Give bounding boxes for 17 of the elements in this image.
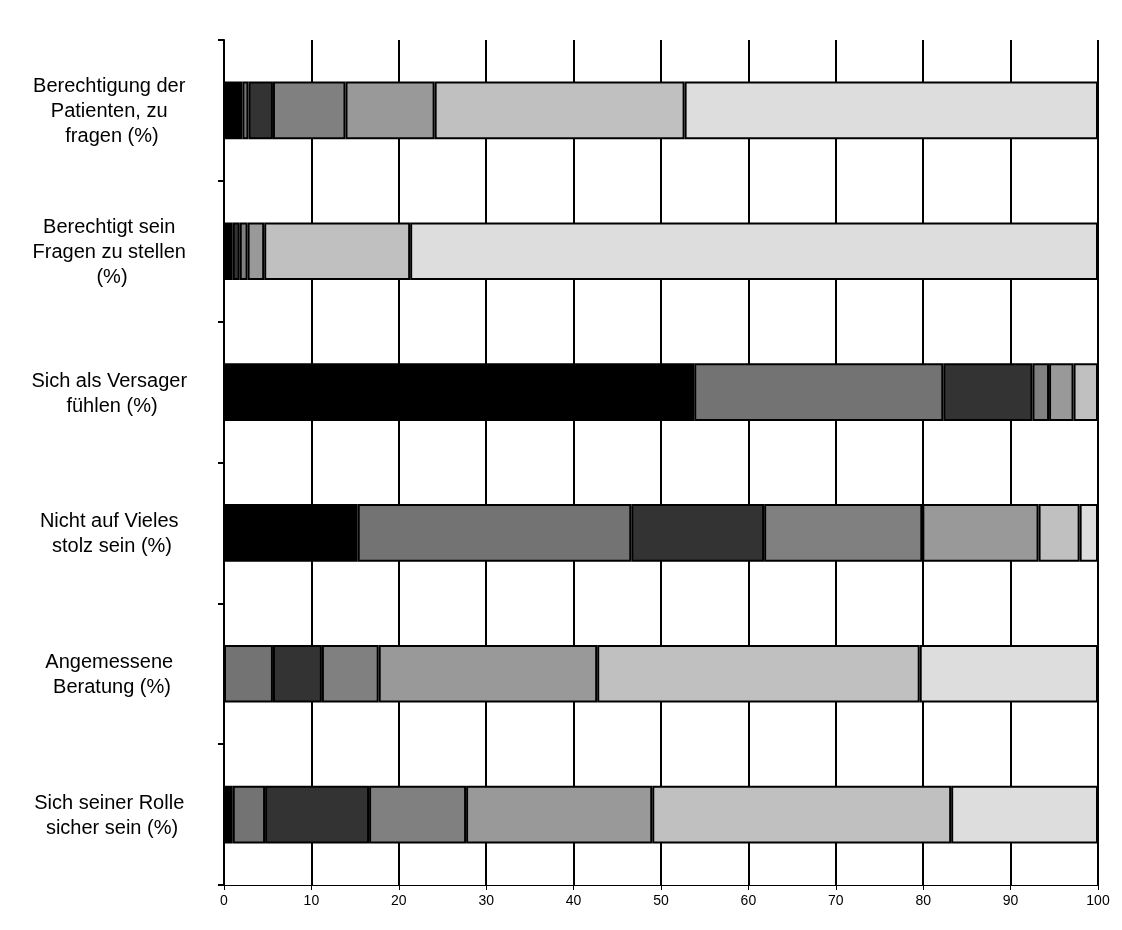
- y-tick-label: Sich seiner Rolle sicher sein (%): [34, 791, 190, 839]
- x-tick-label: 80: [915, 892, 932, 908]
- y-tick-label: Berechtigt sein Fragen zu stellen (%): [32, 215, 192, 288]
- x-tick-label: 70: [828, 892, 844, 908]
- y-tick-label: Berechtigung der Patienten, zu fragen (%): [33, 74, 191, 147]
- y-tick-label: Sich als Versager fühlen (%): [31, 368, 193, 416]
- x-tick-label: 60: [740, 892, 757, 908]
- y-tick-label: Angemessene Beratung (%): [45, 650, 179, 698]
- y-tick-label: Nicht auf Vieles stolz sein (%): [39, 509, 185, 557]
- x-tick-label: 10: [303, 892, 320, 908]
- x-tick-label: 100: [1086, 892, 1110, 908]
- x-tick-label: 50: [653, 892, 669, 908]
- x-tick-label: 40: [565, 892, 582, 908]
- x-tick-label: 90: [1002, 892, 1019, 908]
- x-tick-label: 20: [391, 892, 407, 908]
- x-tick-label: 0: [220, 892, 229, 908]
- x-tick-label: 30: [478, 892, 495, 908]
